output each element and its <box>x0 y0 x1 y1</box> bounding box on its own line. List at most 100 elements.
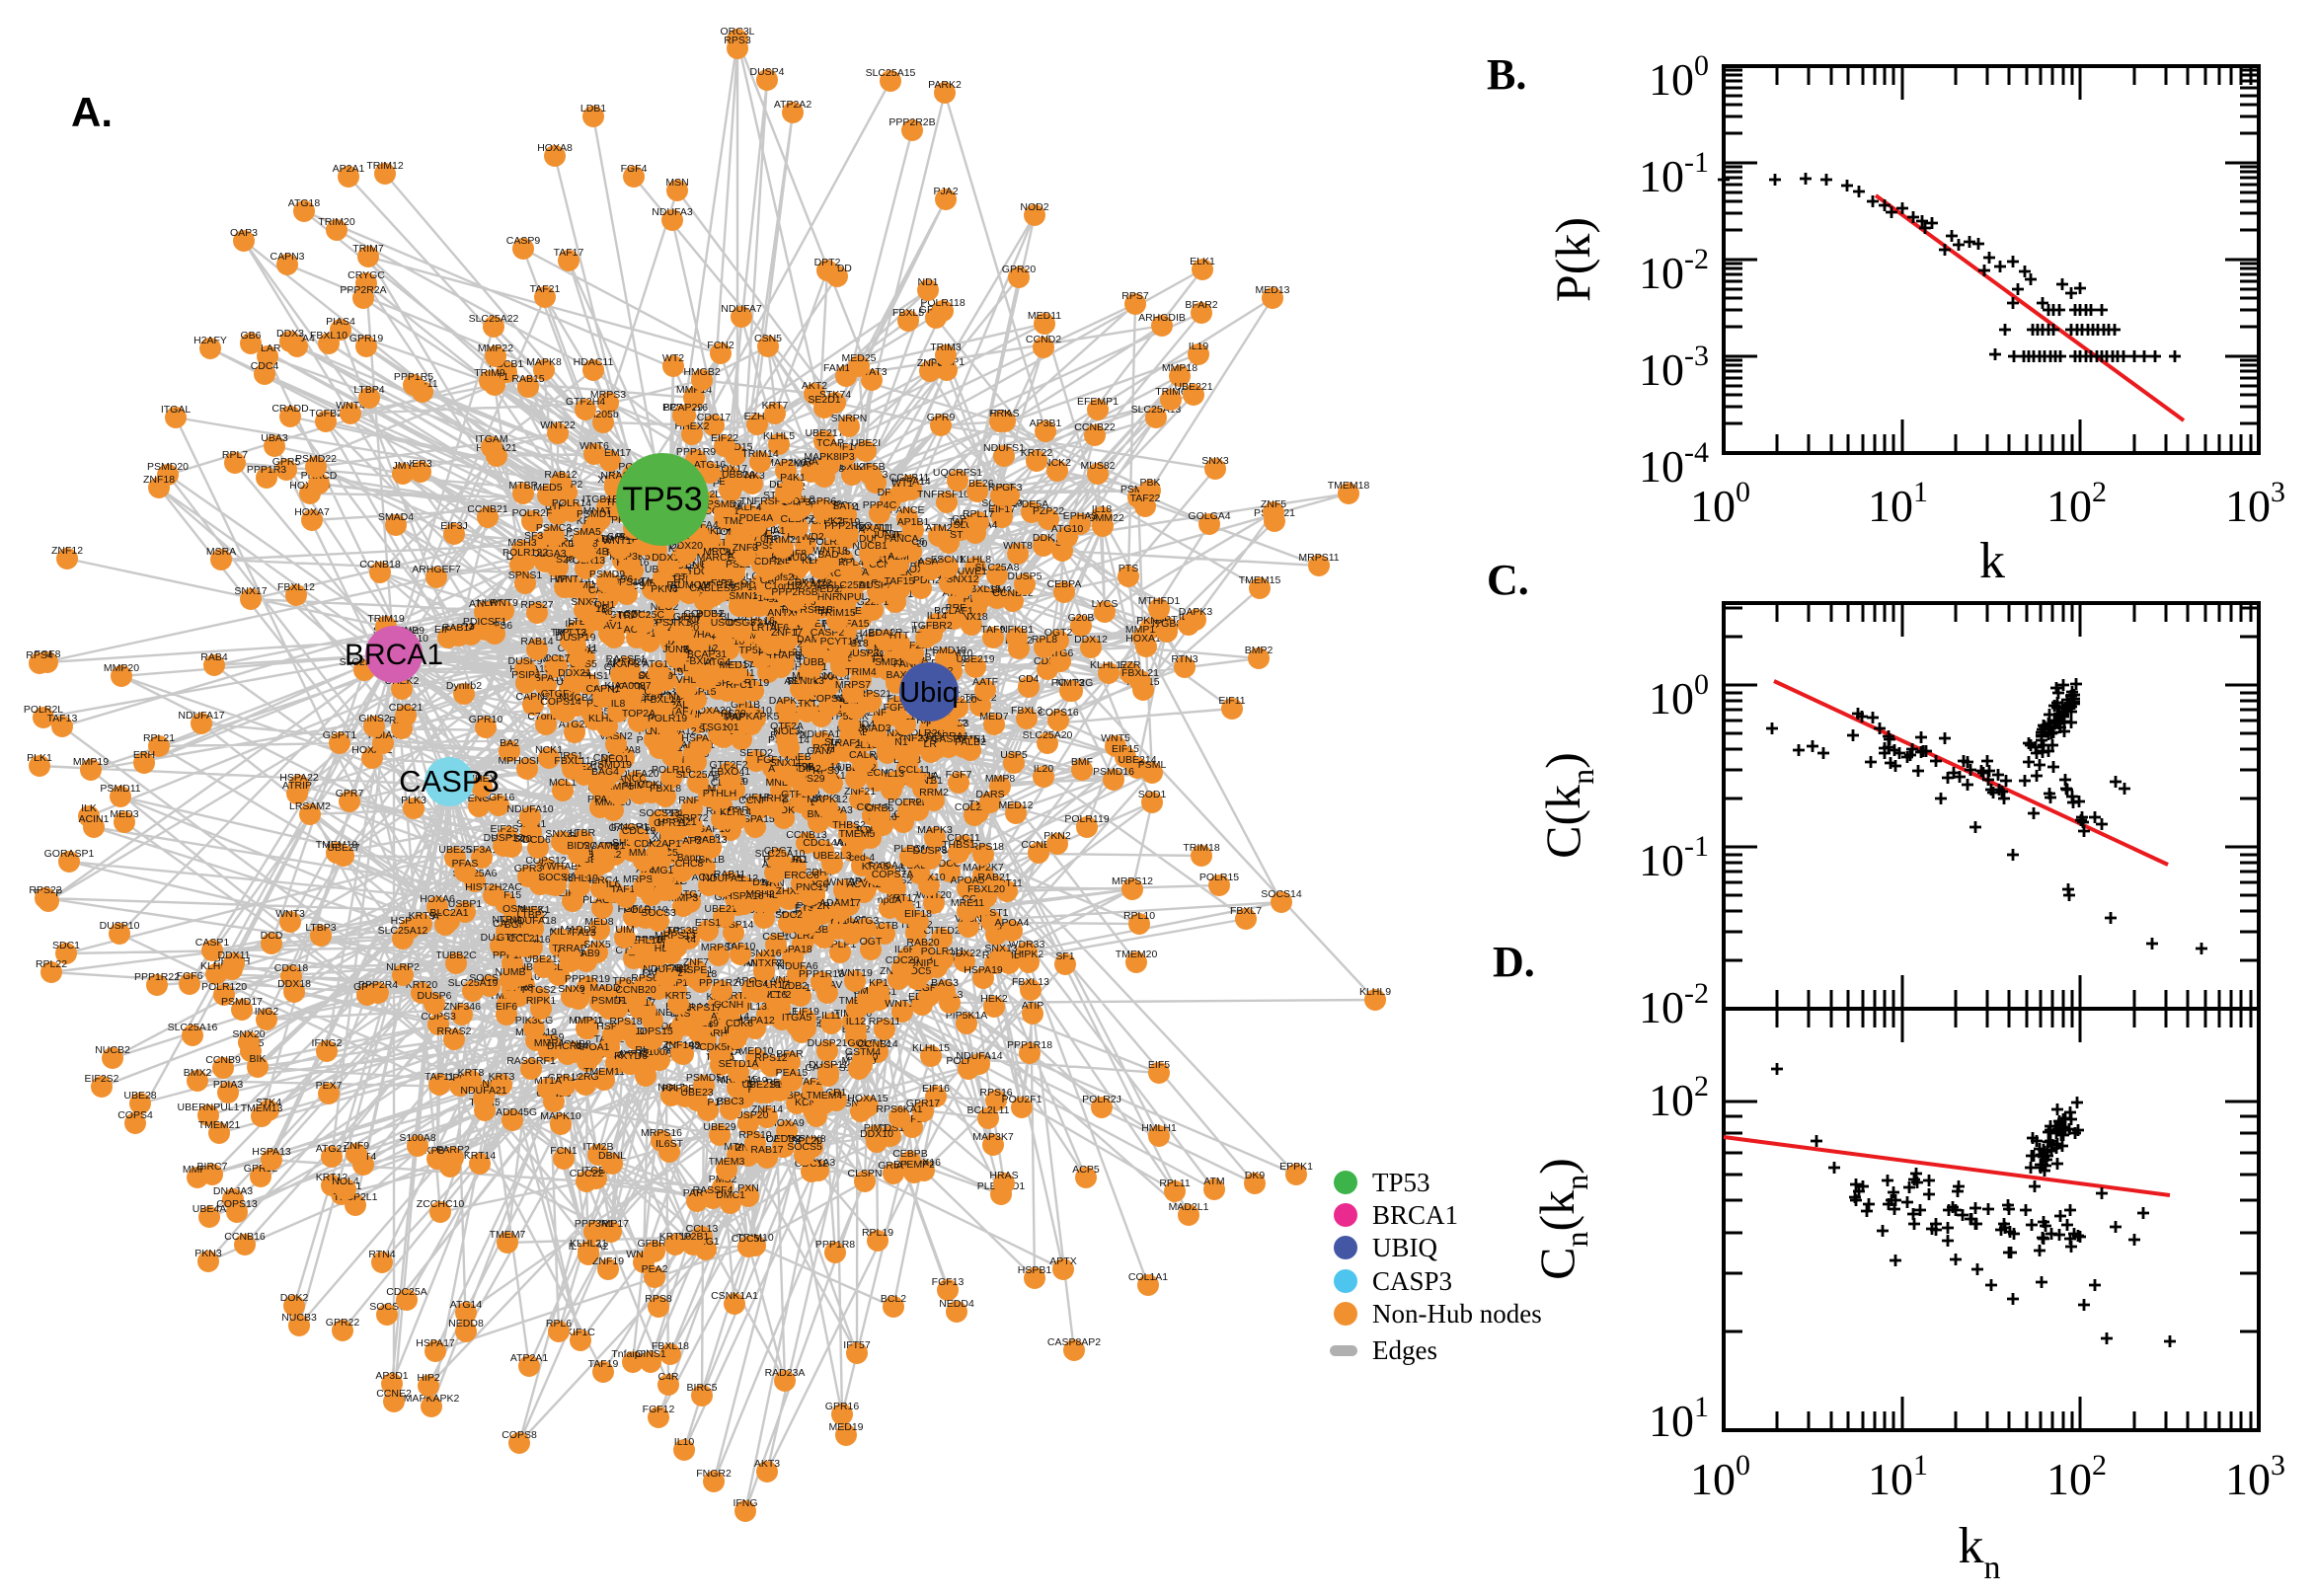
svg-text:IL10: IL10 <box>674 1436 695 1448</box>
svg-text:GADD45G: GADD45G <box>488 1106 537 1118</box>
svg-text:SLC25A15: SLC25A15 <box>866 67 916 79</box>
svg-text:SMAD4: SMAD4 <box>378 511 414 523</box>
svg-text:KRT3: KRT3 <box>489 1071 515 1083</box>
svg-text:PPP1R9: PPP1R9 <box>676 446 716 458</box>
svg-text:ERCC6: ERCC6 <box>784 870 819 881</box>
svg-text:FBXL21: FBXL21 <box>1121 667 1159 679</box>
svg-text:FGF4: FGF4 <box>621 163 648 175</box>
svg-text:SPNS1: SPNS1 <box>508 570 543 581</box>
svg-text:WT2: WT2 <box>662 352 684 364</box>
svg-text:ARHGEF7: ARHGEF7 <box>412 564 461 575</box>
svg-text:GOLGA4: GOLGA4 <box>1188 510 1230 522</box>
svg-text:PDICSF1: PDICSF1 <box>463 616 507 628</box>
svg-text:TOMM22: TOMM22 <box>1081 512 1124 524</box>
svg-text:PSML: PSML <box>1138 759 1167 771</box>
svg-text:MMP22: MMP22 <box>478 342 513 354</box>
svg-text:MTHFD1: MTHFD1 <box>1138 595 1181 607</box>
svg-text:DUSP4: DUSP4 <box>749 66 784 78</box>
svg-text:TMEM3: TMEM3 <box>709 1156 745 1168</box>
svg-text:IL11: IL11 <box>821 1010 841 1022</box>
svg-text:ATG3: ATG3 <box>853 915 880 927</box>
svg-text:OGT: OGT <box>860 936 883 948</box>
svg-text:BBC3: BBC3 <box>717 1096 744 1107</box>
svg-text:TMEM13: TMEM13 <box>241 1102 283 1114</box>
svg-text:COPS4: COPS4 <box>117 1109 153 1121</box>
svg-text:PPP1R22: PPP1R22 <box>134 971 180 983</box>
svg-text:NLRP2: NLRP2 <box>386 961 420 973</box>
svg-text:BMF: BMF <box>1071 756 1093 768</box>
svg-text:TRIM15: TRIM15 <box>818 607 856 619</box>
svg-text:RASGRF1: RASGRF1 <box>506 1055 556 1067</box>
svg-text:CASP1: CASP1 <box>195 937 230 949</box>
svg-text:MAD3: MAD3 <box>862 722 890 734</box>
svg-text:GB6: GB6 <box>240 330 261 342</box>
svg-text:BMX2: BMX2 <box>184 1067 212 1079</box>
svg-text:CCNB18: CCNB18 <box>359 559 401 570</box>
svg-text:TRIM19: TRIM19 <box>367 613 405 625</box>
svg-text:BFAR2: BFAR2 <box>1185 299 1217 311</box>
svg-text:BIK: BIK <box>250 1053 267 1065</box>
svg-text:TAF10: TAF10 <box>726 941 756 952</box>
svg-text:ZNF14: ZNF14 <box>751 1103 783 1115</box>
svg-text:PEX7: PEX7 <box>316 1080 343 1092</box>
svg-text:PSMD16: PSMD16 <box>1093 766 1134 778</box>
svg-text:CRYGC: CRYGC <box>347 269 385 281</box>
svg-text:PLK1: PLK1 <box>27 752 52 764</box>
svg-text:MADD: MADD <box>590 982 621 994</box>
svg-text:RPS8: RPS8 <box>645 1293 672 1305</box>
svg-text:PSIP1: PSIP1 <box>511 669 541 681</box>
svg-text:HOXA9: HOXA9 <box>769 1117 805 1129</box>
svg-text:FNGR2: FNGR2 <box>696 1468 732 1480</box>
svg-text:SNX7: SNX7 <box>571 596 598 608</box>
svg-text:DUSP6: DUSP6 <box>417 990 451 1002</box>
svg-text:EIF5: EIF5 <box>1148 1059 1170 1071</box>
svg-text:L2RG: L2RG <box>572 1071 598 1083</box>
svg-text:MED17: MED17 <box>719 659 753 671</box>
svg-text:ITGAM: ITGAM <box>475 433 507 445</box>
svg-text:SLC25A16: SLC25A16 <box>168 1022 218 1033</box>
svg-text:CAPN2: CAPN2 <box>515 691 550 703</box>
svg-text:COPS14: COPS14 <box>540 696 581 708</box>
svg-text:TRIM4: TRIM4 <box>845 666 877 678</box>
svg-text:TRIM3: TRIM3 <box>930 342 962 353</box>
svg-text:CCNB21: CCNB21 <box>467 503 508 515</box>
svg-text:TMEM20: TMEM20 <box>1116 949 1158 960</box>
svg-text:BRCA1: BRCA1 <box>1372 1200 1458 1230</box>
svg-text:ZNF17: ZNF17 <box>771 627 803 639</box>
svg-text:AP3B1: AP3B1 <box>1030 418 1062 429</box>
svg-text:TAF19: TAF19 <box>588 1358 619 1370</box>
svg-text:GPR11: GPR11 <box>654 817 687 829</box>
svg-text:ACTB: ACTB <box>871 920 898 932</box>
svg-text:SOCS3: SOCS3 <box>641 907 676 919</box>
svg-text:LYCS: LYCS <box>1092 598 1119 610</box>
svg-text:RIPK1: RIPK1 <box>526 995 557 1007</box>
svg-text:DPT2: DPT2 <box>814 257 841 268</box>
svg-text:LRSAM2: LRSAM2 <box>289 800 331 812</box>
svg-text:TRIM21: TRIM21 <box>764 534 802 546</box>
svg-text:CASP3: CASP3 <box>1372 1266 1452 1296</box>
svg-text:PALB2: PALB2 <box>955 736 986 748</box>
svg-text:DDX18: DDX18 <box>277 978 311 990</box>
svg-text:COPS7A: COPS7A <box>872 869 914 880</box>
svg-text:NOL3: NOL3 <box>773 725 801 737</box>
svg-text:UQCRFS1: UQCRFS1 <box>933 467 982 479</box>
svg-text:POLR122: POLR122 <box>502 547 548 559</box>
svg-text:KLHL9: KLHL9 <box>1359 986 1391 998</box>
svg-text:SLC25A10: SLC25A10 <box>755 848 806 860</box>
svg-text:CDC21: CDC21 <box>389 702 424 714</box>
svg-text:MAPK10: MAPK10 <box>540 1110 581 1122</box>
svg-text:FGF6: FGF6 <box>177 970 203 982</box>
svg-text:SNX17: SNX17 <box>234 585 267 597</box>
svg-text:MRE11: MRE11 <box>951 897 984 909</box>
svg-text:PSMD11: PSMD11 <box>100 783 140 795</box>
svg-text:BIRC5: BIRC5 <box>687 1382 718 1394</box>
svg-text:HSPA17: HSPA17 <box>416 1337 455 1349</box>
svg-text:RAB21: RAB21 <box>977 872 1010 883</box>
svg-text:OSM: OSM <box>502 903 526 915</box>
svg-text:RPS7: RPS7 <box>1121 290 1149 302</box>
svg-text:NUCB1: NUCB1 <box>852 540 888 552</box>
svg-text:PSMD9: PSMD9 <box>589 569 625 580</box>
svg-text:RTN3: RTN3 <box>1171 653 1197 665</box>
svg-text:LIG4: LIG4 <box>746 978 769 990</box>
svg-text:NOD2: NOD2 <box>1020 201 1048 213</box>
